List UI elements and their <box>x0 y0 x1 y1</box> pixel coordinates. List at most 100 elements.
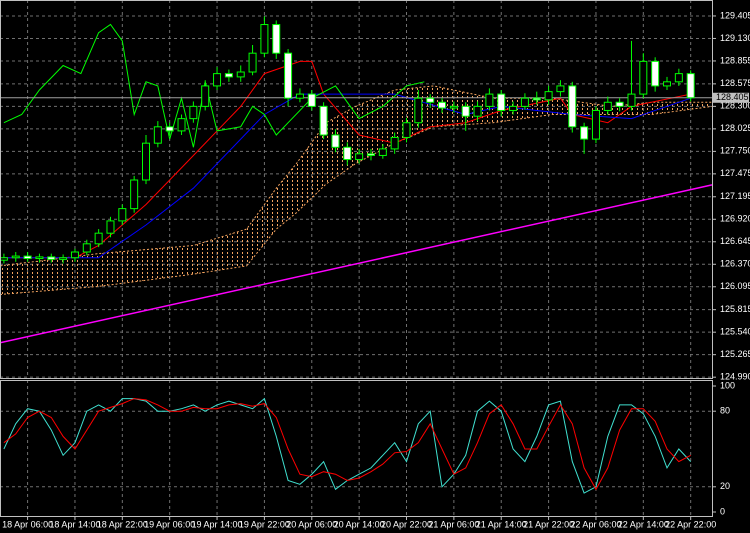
cloud-fill <box>0 85 712 295</box>
y-tick-label: 126.370 <box>720 259 750 269</box>
candle-body <box>11 255 20 259</box>
candle-body <box>189 105 198 120</box>
y-tick-label: 125.815 <box>720 304 750 314</box>
candle-body <box>580 126 589 140</box>
x-tick-label: 18 Apr 14:00 <box>49 519 100 529</box>
candle-body <box>485 93 494 107</box>
candle-body <box>686 73 695 99</box>
y-tick-label: 125.265 <box>720 349 750 359</box>
x-tick-label: 20 Apr 22:00 <box>381 519 432 529</box>
cloud-span-b <box>0 105 713 295</box>
candle-body <box>663 81 672 87</box>
indicator-line <box>3 23 425 148</box>
candle-body <box>414 97 423 124</box>
y-tick-label: 128.025 <box>720 123 750 133</box>
candle-body <box>366 153 375 156</box>
x-tick-label: 19 Apr 06:00 <box>144 519 195 529</box>
candle-body <box>520 97 529 107</box>
candle-body <box>153 126 162 144</box>
y-tick-label: 128.575 <box>720 78 750 88</box>
candle-body <box>390 136 399 150</box>
x-tick-label: 21 Apr 14:00 <box>476 519 527 529</box>
candle-body <box>497 93 506 111</box>
candle-body <box>248 52 257 73</box>
indicator-line <box>3 93 691 259</box>
x-tick-label: 22 Apr 14:00 <box>618 519 669 529</box>
candle-body <box>59 257 68 260</box>
y-tick-label: 129.405 <box>720 10 750 20</box>
candle-body <box>461 105 470 117</box>
y-tick-label: 100 <box>720 380 735 390</box>
cloud-span-a <box>0 85 712 267</box>
x-tick-label: 20 Apr 14:00 <box>334 519 385 529</box>
candle-body <box>319 105 328 136</box>
candle-body <box>378 148 387 156</box>
candle-body <box>82 243 91 253</box>
last-price-box <box>713 92 749 103</box>
y-tick-label: 0 <box>720 506 725 516</box>
x-tick-label: 22 Apr 06:00 <box>570 519 621 529</box>
main-frame <box>0 0 713 379</box>
candle-body <box>343 146 352 161</box>
candle-body <box>355 153 364 161</box>
candle-body <box>426 97 435 103</box>
candle-body <box>295 93 304 99</box>
y-tick-label: 127.750 <box>720 146 750 156</box>
y-tick-label: 80 <box>720 406 730 416</box>
candle-body <box>106 220 115 234</box>
candle-body <box>141 142 150 181</box>
x-tick-label: 19 Apr 14:00 <box>192 519 243 529</box>
y-tick-label: 127.195 <box>720 191 750 201</box>
x-tick-label: 19 Apr 22:00 <box>239 519 290 529</box>
candle-body <box>473 105 482 117</box>
y-tick-label: 124.990 <box>720 372 750 382</box>
candle-body <box>47 256 56 260</box>
y-tick-label: 128.855 <box>720 55 750 65</box>
y-tick-label: 125.540 <box>720 327 750 337</box>
x-tick-label: 20 Apr 06:00 <box>286 519 337 529</box>
candle-body <box>284 52 293 99</box>
y-tick-label: 127.475 <box>720 168 750 178</box>
candle-body <box>260 24 269 54</box>
candle-body <box>627 93 636 107</box>
candle-body <box>331 134 340 148</box>
x-tick-label: 22 Apr 22:00 <box>665 519 716 529</box>
candle-body <box>639 60 648 95</box>
candle-body <box>213 73 222 87</box>
x-tick-label: 18 Apr 06:00 <box>2 519 53 529</box>
x-tick-label: 21 Apr 06:00 <box>428 519 479 529</box>
candle-body <box>224 73 233 78</box>
x-tick-label: 21 Apr 22:00 <box>523 519 574 529</box>
y-tick-label: 126.095 <box>720 281 750 291</box>
candle-body <box>438 101 447 109</box>
candle-body <box>0 257 8 261</box>
candle-body <box>307 93 316 107</box>
candle-body <box>177 118 186 132</box>
candle-body <box>201 85 210 107</box>
y-tick-label: 126.920 <box>720 214 750 224</box>
candle-body <box>23 255 32 260</box>
candle-body <box>272 24 281 54</box>
candle-body <box>603 101 612 111</box>
candle-body <box>509 105 518 111</box>
sub-frame <box>0 380 713 517</box>
y-tick-label: 128.300 <box>720 101 750 111</box>
y-tick-label: 126.645 <box>720 236 750 246</box>
y-tick-label: 129.130 <box>720 33 750 43</box>
candle-body <box>591 109 600 140</box>
stochastic-line <box>3 398 691 491</box>
candle-body <box>449 105 458 109</box>
last-price-label: 128.405 <box>716 92 749 102</box>
candle-body <box>94 232 103 245</box>
y-tick-label: 20 <box>720 481 730 491</box>
candle-body <box>615 101 624 107</box>
candle-body <box>651 60 660 87</box>
candle-body <box>544 91 553 101</box>
x-tick-label: 18 Apr 22:00 <box>97 519 148 529</box>
candle-body <box>532 97 541 101</box>
candle-body <box>70 251 79 259</box>
candle-body <box>236 71 245 78</box>
candle-body <box>402 122 411 138</box>
